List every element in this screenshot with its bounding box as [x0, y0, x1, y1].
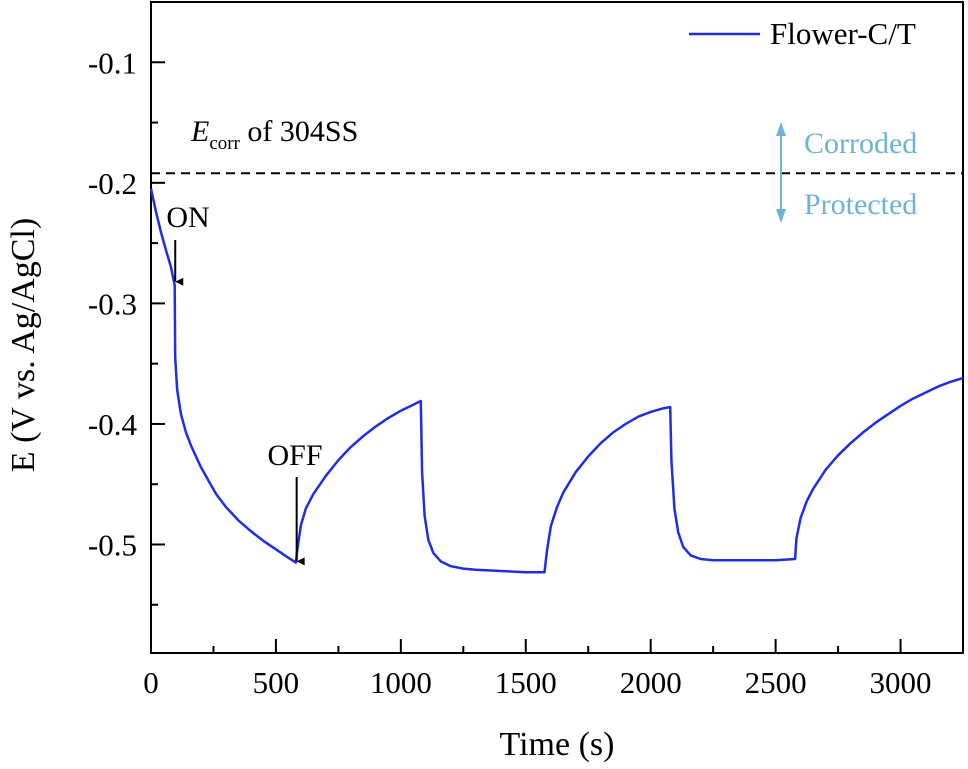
arrow-head-down: [776, 209, 786, 223]
protected-label: Protected: [804, 188, 917, 221]
y-axis-ticks: -0.1 -0.2 -0.3 -0.4 -0.5: [88, 1, 165, 606]
ecorr-annotation: Ecorr of 304SS: [190, 115, 358, 154]
arrow-head-up: [776, 122, 786, 136]
y-tick-label: -0.4: [88, 407, 138, 442]
y-axis-label: E (V vs. Ag/AgCl): [5, 218, 42, 472]
series-layer: [149, 188, 964, 574]
off-label: OFF: [267, 439, 322, 472]
x-axis-label: Time (s): [500, 726, 615, 763]
x-axis-ticks: 0 500 1000 1500 2000 2500 3000: [143, 639, 932, 700]
series-line-flower-c-t: [149, 188, 964, 574]
plot-frame: [150, 1, 964, 654]
y-tick-label: -0.2: [88, 166, 137, 201]
x-tick-label: 2000: [620, 665, 682, 700]
ecorr-subscript: corr: [209, 133, 240, 154]
x-tick-label: 2500: [745, 665, 807, 700]
corroded-protected-arrow: [776, 122, 786, 223]
on-label: ON: [166, 201, 209, 234]
x-tick-label: 1500: [495, 665, 557, 700]
legend-label: Flower-C/T: [770, 16, 916, 51]
corroded-label: Corroded: [804, 127, 917, 160]
y-tick-label: -0.3: [88, 286, 137, 321]
ecorr-text: of 304SS: [240, 115, 358, 148]
y-tick-label: -0.1: [88, 45, 137, 80]
legend: Flower-C/T: [689, 16, 916, 51]
x-tick-label: 500: [253, 665, 300, 700]
y-tick-label: -0.5: [88, 528, 137, 563]
x-tick-label: 3000: [870, 665, 932, 700]
x-tick-label: 0: [143, 665, 159, 700]
x-tick-label: 1000: [370, 665, 432, 700]
ecorr-symbol: E: [190, 115, 209, 148]
